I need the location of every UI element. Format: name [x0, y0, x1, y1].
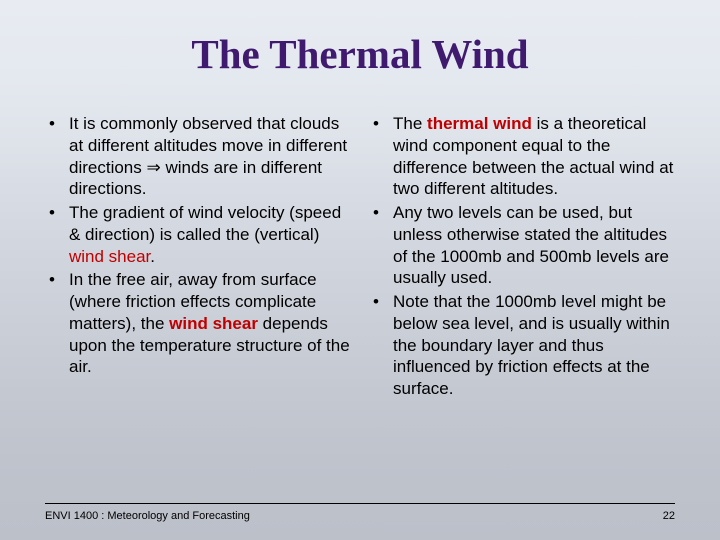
footer-row: ENVI 1400 : Meteorology and Forecasting …: [45, 510, 675, 522]
left-column: It is commonly observed that clouds at d…: [45, 113, 351, 402]
text-run: Any two levels can be used, but unless o…: [393, 203, 669, 287]
bullet-item: The thermal wind is a theoretical wind c…: [369, 113, 675, 200]
footer: ENVI 1400 : Meteorology and Forecasting …: [45, 503, 675, 522]
text-run: wind shear: [169, 314, 258, 333]
text-run: .: [150, 247, 155, 266]
text-run: Note that the 1000mb level might be belo…: [393, 292, 670, 398]
right-bullet-list: The thermal wind is a theoretical wind c…: [369, 113, 675, 400]
text-run: The gradient of wind velocity (speed & d…: [69, 203, 341, 244]
slide: The Thermal Wind It is commonly observed…: [0, 0, 720, 540]
text-run: thermal wind: [427, 114, 532, 133]
left-bullet-list: It is commonly observed that clouds at d…: [45, 113, 351, 378]
slide-title: The Thermal Wind: [45, 30, 675, 78]
content-columns: It is commonly observed that clouds at d…: [45, 113, 675, 402]
bullet-item: It is commonly observed that clouds at d…: [45, 113, 351, 200]
right-column: The thermal wind is a theoretical wind c…: [369, 113, 675, 402]
bullet-item: In the free air, away from surface (wher…: [45, 269, 351, 378]
text-run: wind shear: [69, 247, 150, 266]
footer-rule: [45, 503, 675, 504]
footer-course: ENVI 1400 : Meteorology and Forecasting: [45, 510, 250, 522]
footer-page-number: 22: [663, 510, 675, 522]
bullet-item: The gradient of wind velocity (speed & d…: [45, 202, 351, 267]
text-run: ⇒: [146, 158, 160, 177]
text-run: The: [393, 114, 427, 133]
bullet-item: Any two levels can be used, but unless o…: [369, 202, 675, 289]
bullet-item: Note that the 1000mb level might be belo…: [369, 291, 675, 400]
